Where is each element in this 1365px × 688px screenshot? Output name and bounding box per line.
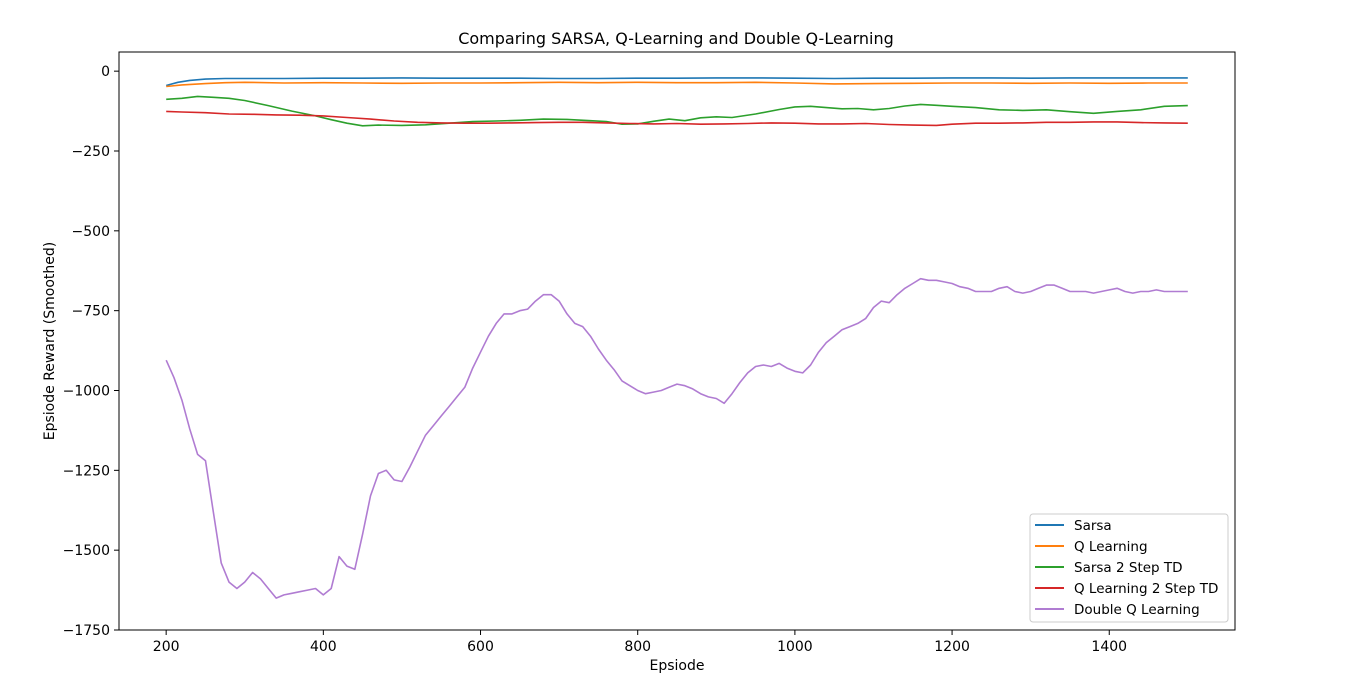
x-axis-title: Epsiode: [650, 658, 705, 674]
x-tick-label: 1400: [1091, 639, 1127, 655]
x-tick-label: 200: [153, 639, 180, 655]
series-line-0: [165, 77, 1188, 87]
x-tick-label: 800: [624, 639, 651, 655]
y-tick-label: −500: [72, 224, 110, 240]
plot-frame: [118, 51, 1236, 631]
y-axis-ticks: 0 −250 −500 −750 −1000 −1250 −1500 −1750: [63, 64, 119, 639]
chart-title: Comparing SARSA, Q-Learning and Double Q…: [458, 29, 894, 48]
x-tick-label: 1200: [934, 639, 970, 655]
legend-label-3: Q Learning 2 Step TD: [1074, 581, 1218, 597]
x-tick-label: 1000: [777, 639, 813, 655]
x-tick-label: 600: [467, 639, 494, 655]
y-tick-label: −250: [72, 144, 110, 160]
y-tick-label: −1250: [63, 463, 110, 479]
series-line-2: [166, 95, 1188, 127]
x-tick-label: 400: [310, 639, 337, 655]
legend-label-2: Sarsa 2 Step TD: [1074, 560, 1183, 576]
y-tick-label: −1500: [63, 543, 110, 559]
legend-box: [1029, 513, 1229, 623]
legend-label-4: Double Q Learning: [1074, 602, 1200, 618]
legend: Sarsa Q Learning Sarsa 2 Step TD Q Learning…: [1029, 513, 1229, 623]
series-line-1: [166, 81, 1188, 88]
y-tick-label: −750: [72, 304, 110, 320]
legend-label-0: Sarsa: [1074, 518, 1112, 534]
y-tick-label: −1000: [63, 383, 110, 399]
series-line-4: [165, 277, 1188, 599]
y-tick-label: 0: [101, 64, 110, 80]
series-line-3: [166, 110, 1188, 127]
plot-lines: [165, 77, 1188, 599]
x-axis-ticks: 200 400 600 800 1000 1200 1400: [153, 630, 1127, 655]
y-tick-label: −1750: [63, 623, 110, 639]
y-axis-title: Epsiode Reward (Smoothed): [42, 242, 58, 440]
legend-label-1: Q Learning: [1074, 539, 1148, 555]
